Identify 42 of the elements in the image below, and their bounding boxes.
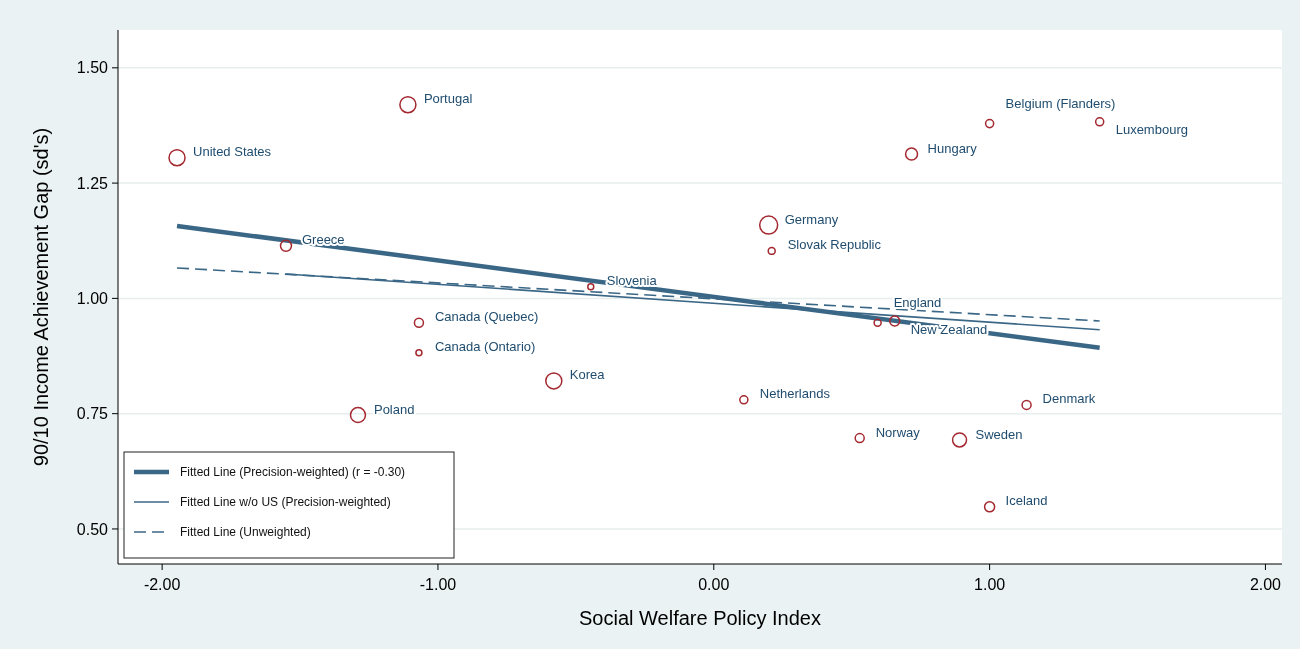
annotation: Norway: [875, 424, 921, 440]
annotation: Portugal: [423, 91, 473, 107]
annotation: Hungary: [927, 140, 978, 156]
annotation: England: [893, 295, 942, 311]
y-tick-label: 0.50: [76, 520, 109, 538]
legend-label: Fitted Line (Precision-weighted) (r = -0.30): [180, 465, 406, 480]
x-tick-label: -1.00: [419, 576, 457, 593]
legend-label: Fitted Line w/o US (Precision-weighted): [180, 495, 391, 510]
annotation: Korea: [569, 367, 606, 383]
legend-label: Fitted Line (Unweighted): [180, 525, 311, 540]
annotation: United States: [193, 144, 272, 160]
annotation: Canada (Ontario): [434, 339, 536, 355]
annotation: Germany: [784, 211, 839, 227]
annotation: Slovak Republic: [787, 237, 882, 253]
point: [1021, 399, 1032, 411]
point: [1094, 116, 1105, 127]
annotation: Luxembourg: [1115, 122, 1188, 138]
y-tick-label: 1.50: [76, 59, 109, 77]
y-tick-label: 1.25: [76, 174, 109, 192]
point: [279, 239, 293, 253]
annotation: Iceland: [1005, 493, 1048, 509]
point: [984, 118, 995, 129]
point: [413, 317, 425, 329]
x-tick-label: 0.00: [698, 576, 730, 593]
x-tick-label: -2.00: [143, 576, 181, 593]
x-axis-title: Social Welfare Policy Index: [579, 607, 821, 629]
x-tick-label: 1.00: [974, 576, 1006, 593]
point: [854, 432, 865, 444]
point: [888, 315, 901, 327]
annotation: Denmark: [1042, 391, 1096, 407]
annotation: Sweden: [975, 426, 1023, 442]
annotation: Slovenia: [606, 273, 658, 289]
annotation: Canada (Quebec): [434, 309, 539, 325]
y-axis-title: 90/10 Income Achievement Gap (sd's): [30, 127, 52, 467]
point: [983, 501, 996, 513]
annotation: Netherlands: [759, 386, 831, 402]
annotation: Poland: [373, 401, 415, 417]
y-tick-label: 1.00: [76, 289, 109, 307]
annotation: Belgium (Flanders): [1005, 96, 1116, 112]
x-tick-label: 2.00: [1249, 576, 1282, 593]
y-tick-label: 0.75: [76, 405, 109, 423]
annotation: Greece: [301, 232, 345, 248]
